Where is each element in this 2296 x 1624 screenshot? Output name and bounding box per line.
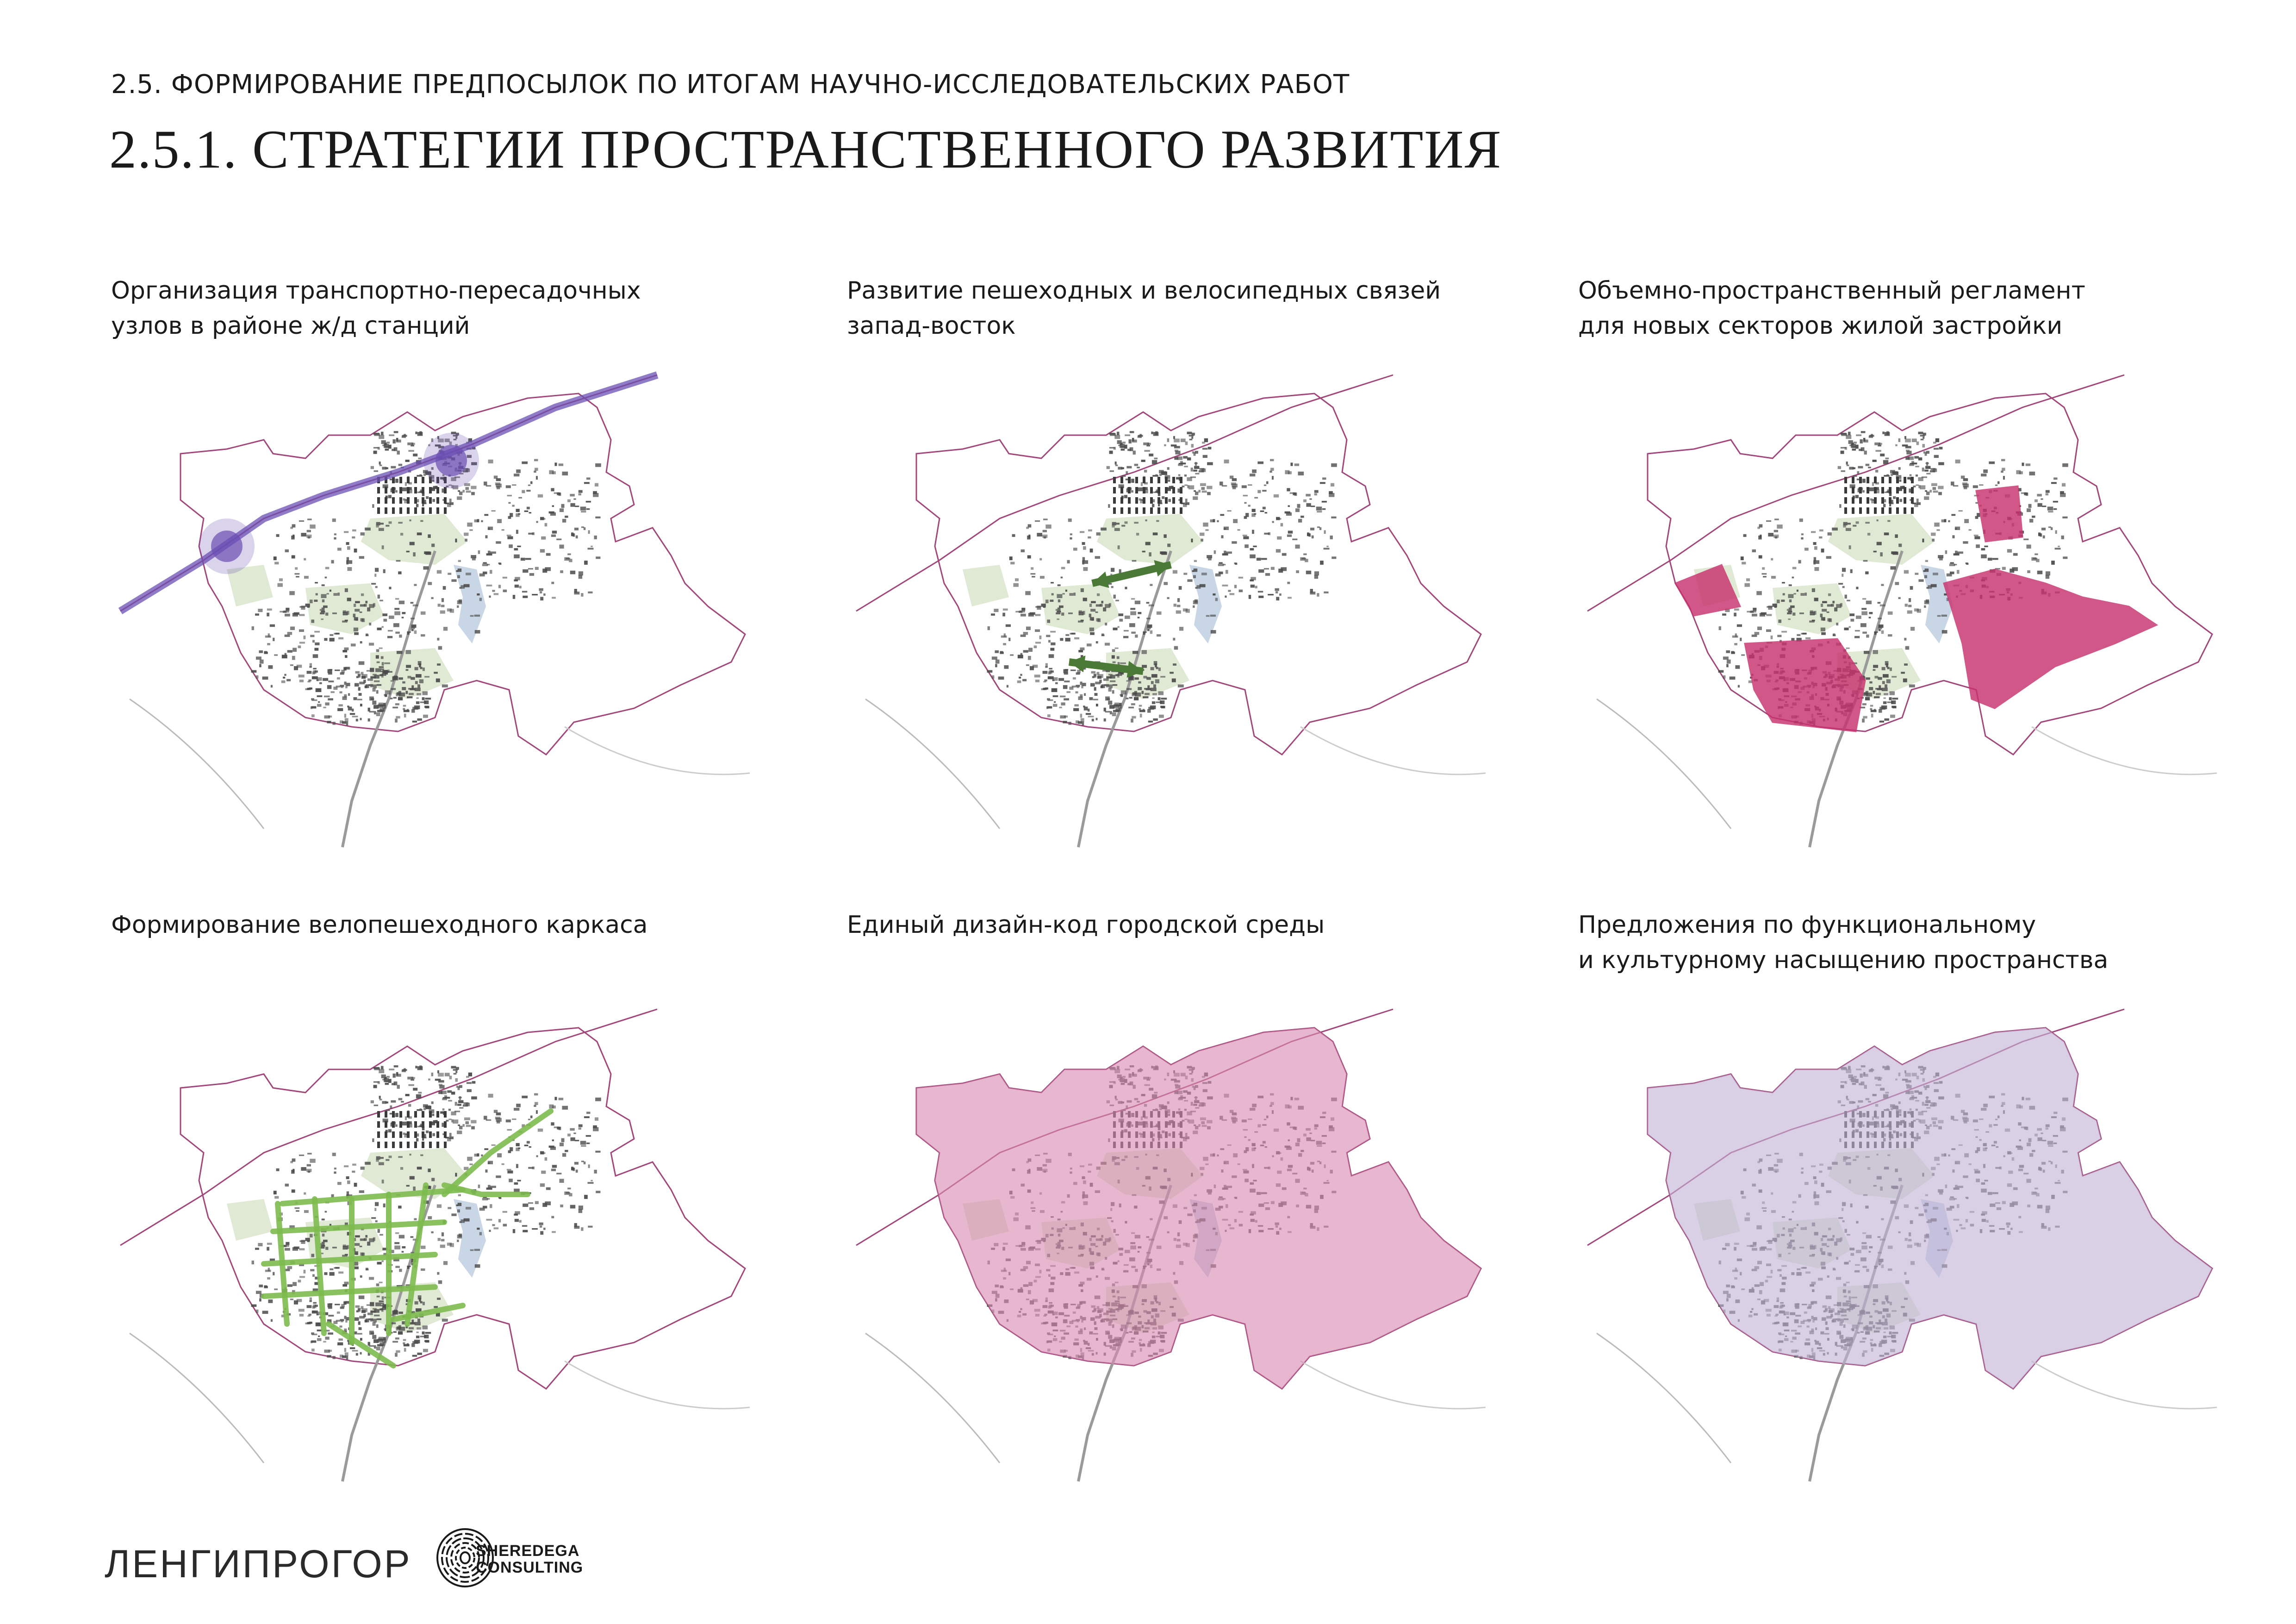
panel-caption: Организация транспортно-пересадочных узло… — [111, 273, 759, 344]
railway-south — [341, 550, 436, 848]
strategy-panel-ped-bike-links: Развитие пешеходных и велосипедных связе… — [847, 273, 1560, 875]
panel-caption-line: запад-восток — [847, 312, 1016, 340]
design-code-zone — [916, 1028, 1481, 1389]
new-residential-sector — [1674, 564, 1742, 617]
transport-hub — [436, 445, 467, 476]
outer-road — [865, 1332, 1001, 1463]
bike-ped-route — [312, 1196, 327, 1336]
bike-ped-route — [442, 1182, 530, 1197]
fingerprint-icon — [436, 1528, 494, 1587]
sheredega-consulting-logo: SHEREDEGA CONSULTING — [430, 1523, 625, 1593]
green-area — [1106, 648, 1189, 699]
strategy-panel-cultural-saturation: Предложения по функциональному и культурн… — [1578, 907, 2291, 1509]
railway-south — [1077, 550, 1172, 848]
green-area — [1828, 514, 1935, 565]
railway-line — [856, 374, 1394, 612]
railway-line — [120, 1008, 658, 1246]
new-residential-sector — [1975, 485, 2023, 543]
arrow-head — [1126, 661, 1143, 678]
panel-caption-line: Развитие пешеходных и велосипедных связе… — [847, 277, 1441, 305]
water-body — [454, 1199, 486, 1278]
strategy-panel-transport-hubs: Организация транспортно-пересадочных узло… — [111, 273, 824, 875]
panel-caption-line: Организация транспортно-пересадочных — [111, 277, 641, 305]
panel-caption-line: Объемно-пространственный регламент — [1578, 277, 2085, 305]
city-boundary — [180, 1027, 746, 1390]
water-body — [1189, 565, 1222, 643]
bike-ped-route — [442, 1108, 554, 1197]
outer-road — [564, 726, 750, 775]
panel-caption-line: Предложения по функциональному — [1578, 911, 2036, 939]
arrow-head — [1069, 656, 1086, 673]
panel-caption-line: узлов в районе ж/д станций — [111, 312, 470, 340]
city-boundary — [915, 393, 1482, 756]
cultural-zone — [1648, 1028, 2212, 1389]
outer-road — [1596, 698, 1732, 829]
city-boundary — [180, 393, 746, 756]
green-area — [227, 1199, 273, 1241]
sheredega-line2: CONSULTING — [476, 1559, 584, 1576]
bike-ped-route — [270, 1219, 447, 1234]
arrow-head — [1154, 560, 1171, 577]
arrow-head — [1092, 571, 1109, 588]
green-area — [963, 565, 1009, 606]
transport-hub — [211, 531, 243, 562]
bike-ped-route — [391, 1303, 466, 1322]
strategy-panel-volume-regulation: Объемно-пространственный регламент для но… — [1578, 273, 2291, 875]
strategy-panel-design-code: Единый дизайн-код городской среды — [847, 907, 1560, 1509]
sheredega-line1: SHEREDEGA — [476, 1542, 580, 1560]
building-footprints — [251, 431, 601, 726]
outer-road — [1300, 726, 1486, 775]
outer-road — [129, 698, 265, 829]
new-residential-sector — [1744, 638, 1866, 732]
strategy-map — [856, 374, 1486, 848]
green-area — [1097, 514, 1203, 565]
railway-line — [120, 374, 658, 612]
strategy-map — [1587, 1008, 2217, 1482]
page-title: 2.5.1. СТРАТЕГИИ ПРОСТРАНСТВЕННОГО РАЗВИ… — [109, 119, 1502, 180]
green-area — [370, 648, 454, 699]
building-footprints — [251, 1065, 601, 1360]
strategy-panel-bike-ped-framework: Формирование велопешеходного каркаса — [111, 907, 824, 1509]
strategy-map — [118, 371, 750, 848]
outer-road — [564, 1360, 750, 1410]
lengiprogor-logo: ЛЕНГИПРОГОР — [105, 1542, 412, 1586]
strategy-map — [856, 1008, 1486, 1482]
panel-caption-line: для новых секторов жилой застройки — [1578, 312, 2063, 340]
panel-caption-line: Формирование велопешеходного каркаса — [111, 911, 648, 939]
panel-caption-line: Единый дизайн-код городской среды — [847, 911, 1325, 939]
panel-caption: Развитие пешеходных и велосипедных связе… — [847, 273, 1495, 344]
green-area — [361, 514, 467, 565]
outer-road — [865, 698, 1001, 829]
water-body — [454, 565, 486, 643]
panel-caption-line: и культурному насыщению пространства — [1578, 946, 2109, 974]
outer-road — [1300, 1360, 1486, 1410]
green-area — [227, 565, 273, 606]
page-subtitle: 2.5. ФОРМИРОВАНИЕ ПРЕДПОСЫЛОК ПО ИТОГАМ … — [111, 69, 1350, 100]
transit-corridor — [118, 371, 659, 614]
new-residential-sector — [1943, 568, 2159, 709]
bike-ped-route — [326, 1321, 396, 1368]
outer-road — [129, 1332, 265, 1463]
bike-ped-route — [404, 1182, 429, 1327]
railway-line — [1587, 374, 2125, 612]
panel-caption: Формирование велопешеходного каркаса — [111, 907, 759, 943]
strategy-map — [120, 1008, 750, 1482]
outer-road — [2031, 1360, 2217, 1410]
strategy-map — [1587, 374, 2217, 848]
outer-road — [2031, 726, 2217, 775]
panel-caption: Предложения по функциональному и культурн… — [1578, 907, 2226, 978]
outer-road — [1596, 1332, 1732, 1463]
panel-caption: Единый дизайн-код городской среды — [847, 907, 1495, 943]
city-boundary — [1647, 393, 2213, 756]
panel-caption: Объемно-пространственный регламент для но… — [1578, 273, 2226, 344]
bike-ped-route — [275, 1201, 290, 1327]
